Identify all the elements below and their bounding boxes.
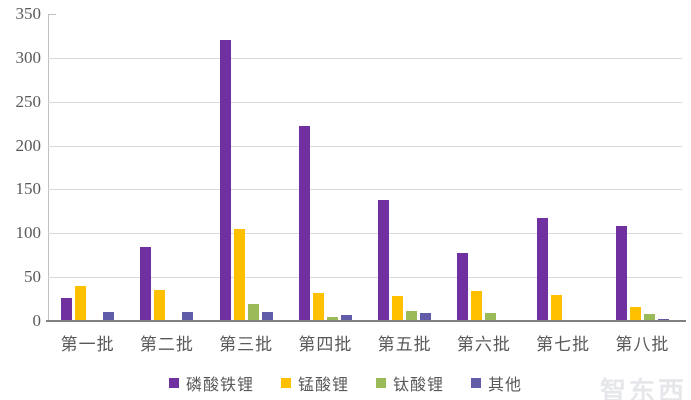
gridline-150 — [48, 189, 682, 191]
x-axis-line — [46, 320, 686, 322]
legend-label: 钛酸锂 — [393, 377, 445, 394]
bar-磷酸铁锂-第四批 — [298, 126, 310, 321]
bar-锰酸锂-第四批 — [312, 292, 324, 321]
x-tick-label-1: 第一批 — [60, 335, 115, 354]
bar-锰酸锂-第七批 — [550, 294, 562, 321]
bar-group-5 — [365, 14, 444, 321]
y-tick-label-300: 300 — [15, 47, 42, 67]
bar-锰酸锂-第三批 — [233, 228, 245, 321]
gridline-250 — [48, 101, 682, 103]
legend-item-磷酸铁锂: 磷酸铁锂 — [168, 371, 254, 395]
bar-磷酸铁锂-第二批 — [140, 247, 152, 321]
legend-item-锰酸锂: 锰酸锂 — [280, 371, 349, 395]
bar-锰酸锂-第二批 — [154, 290, 166, 321]
bar-group-4 — [286, 14, 365, 321]
x-tick-label-3: 第三批 — [219, 335, 274, 354]
bar-磷酸铁锂-第三批 — [219, 40, 231, 321]
x-tick-label-6: 第六批 — [456, 335, 511, 354]
bar-磷酸铁锂-第一批 — [61, 298, 73, 321]
x-tick-label-8: 第八批 — [615, 335, 670, 354]
bar-磷酸铁锂-第五批 — [378, 199, 390, 321]
bar-锰酸锂-第一批 — [75, 285, 87, 321]
bar-锰酸锂-第八批 — [629, 306, 641, 321]
bar-其他-第二批 — [182, 312, 194, 321]
x-tick-label-5: 第五批 — [377, 335, 432, 354]
legend-marker-icon — [168, 378, 179, 388]
gridline-200 — [48, 145, 682, 147]
y-axis-top-tick — [48, 14, 56, 15]
legend-label: 其他 — [488, 377, 523, 394]
bar-钛酸锂-第八批 — [643, 313, 655, 321]
gridline-300 — [48, 57, 682, 59]
x-tick-label-7: 第七批 — [536, 335, 591, 354]
y-tick-label-150: 150 — [15, 179, 42, 199]
x-axis-labels: 第一批 第二批 第三批 第四批 第五批 第六批 第七批 第八批 — [48, 330, 682, 354]
legend-marker-icon — [280, 378, 291, 388]
legend-marker-icon — [376, 378, 386, 388]
bar-磷酸铁锂-第八批 — [615, 226, 627, 321]
legend-label: 磷酸铁锂 — [185, 377, 254, 394]
bar-group-7 — [524, 14, 603, 321]
bar-其他-第三批 — [261, 312, 273, 321]
bar-钛酸锂-第三批 — [247, 304, 259, 321]
bar-其他-第一批 — [103, 312, 115, 321]
legend-item-其他: 其他 — [471, 371, 522, 395]
y-tick-label-250: 250 — [15, 91, 42, 111]
bar-磷酸铁锂-第七批 — [536, 217, 548, 321]
y-tick-label-50: 50 — [24, 267, 41, 287]
bar-钛酸锂-第六批 — [485, 313, 497, 321]
bar-锰酸锂-第六批 — [471, 291, 483, 321]
x-tick-label-4: 第四批 — [298, 335, 353, 354]
bar-其他-第四批 — [340, 314, 352, 321]
y-tick-label-0: 0 — [32, 311, 42, 330]
bar-钛酸锂-第五批 — [406, 311, 418, 321]
legend-marker-icon — [471, 378, 482, 388]
bar-group-2 — [127, 14, 206, 321]
y-tick-label-100: 100 — [15, 223, 42, 243]
legend-label: 锰酸锂 — [297, 377, 349, 394]
bar-group-6 — [444, 14, 523, 321]
x-tick-label-2: 第二批 — [139, 335, 194, 354]
bar-钛酸锂-第四批 — [326, 316, 338, 321]
bar-锰酸锂-第五批 — [392, 295, 404, 321]
gridline-100 — [48, 233, 682, 235]
y-axis-line — [48, 14, 49, 321]
watermark: 智东西 — [599, 376, 687, 400]
bar-其他-第五批 — [420, 313, 432, 321]
legend-item-钛酸锂: 钛酸锂 — [376, 371, 444, 395]
bar-group-8 — [603, 14, 682, 321]
bar-磷酸铁锂-第六批 — [457, 253, 469, 321]
bar-group-1 — [48, 14, 127, 321]
gridline-50 — [48, 277, 682, 279]
y-tick-label-350: 350 — [15, 4, 42, 23]
plot-area — [48, 14, 682, 321]
legend: 磷酸铁锂 锰酸锂 钛酸锂 其他 — [0, 371, 691, 395]
bar-group-3 — [207, 14, 286, 321]
y-tick-label-200: 200 — [15, 135, 42, 155]
